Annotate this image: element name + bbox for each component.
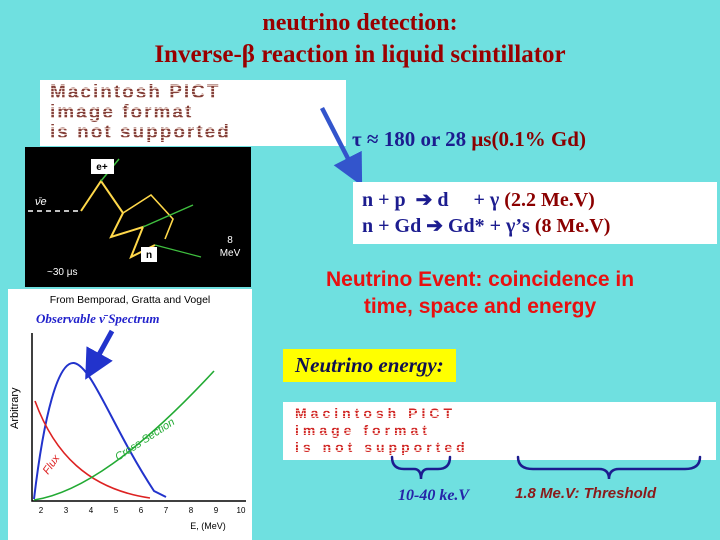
page-title: neutrino detection: Inverse-β reaction i… <box>0 8 720 71</box>
pict-bottom-line1: Macintosh PICT <box>295 405 704 422</box>
neutrino-energy-label: Neutrino energy: <box>283 349 456 382</box>
x-tick: 7 <box>164 506 169 515</box>
pict-placeholder-bottom: Macintosh PICT image format is not suppo… <box>283 402 716 460</box>
x-tick: 4 <box>89 506 94 515</box>
pict-bottom-line2: image format <box>295 422 704 439</box>
reaction-equations-box: n + p ➔ d + γ (2.2 Me.V) n + Gd ➔ Gd* + … <box>353 182 717 244</box>
reaction-line2-energy: (8 Me.V) <box>529 215 611 237</box>
energy-mev-label: MeV <box>220 248 241 259</box>
cross-section-label: Cross Section <box>113 416 177 463</box>
title-line1: neutrino detection: <box>262 10 458 36</box>
energy-8-label: 8 <box>227 235 233 246</box>
time-scale-label: ~30 μs <box>47 267 78 278</box>
reaction-line1-energy: (2.2 Me.V) <box>499 189 595 211</box>
capture-time-text: τ ≈ 180 or 28 μs(0.1% Gd) <box>352 127 586 152</box>
underbrace-icons <box>390 455 702 480</box>
pict-bottom-line3: is not supported <box>295 439 704 456</box>
event-diagram-svg: ν̄e e+ n ~30 μs 8 MeV <box>25 147 251 287</box>
x-tick: 3 <box>64 506 69 515</box>
spectrum-plot-image: From Bemporad, Gratta and Vogel Observab… <box>8 289 252 540</box>
reaction-line2: n + Gd ➔ Gd* + γ’s (8 Me.V) <box>362 213 708 239</box>
positron-label: e+ <box>96 162 108 173</box>
event-diagram-image: ν̄e e+ n ~30 μs 8 MeV <box>25 147 251 287</box>
x-tick: 5 <box>114 506 119 515</box>
spectrum-plot-svg: From Bemporad, Gratta and Vogel Observab… <box>9 294 246 531</box>
x-tick: 8 <box>189 506 194 515</box>
pict-top-line3: is not supported <box>50 123 336 143</box>
plot-credit: From Bemporad, Gratta and Vogel <box>50 294 211 306</box>
y-axis-label: Arbitrary <box>9 387 21 429</box>
kev-range-label: 10-40 ke.V <box>398 487 470 504</box>
x-tick: 9 <box>214 506 219 515</box>
reaction-line1: n + p ➔ d + γ (2.2 Me.V) <box>362 187 708 213</box>
pointer-arrow-icon <box>319 106 363 187</box>
reaction-line1-eq: n + p ➔ d + γ <box>362 189 500 211</box>
neutrino-event-line2: time, space and energy <box>363 295 597 318</box>
capture-time-blue: τ ≈ 180 or 28 <box>352 127 472 151</box>
pict-top-line2: image format <box>50 103 336 123</box>
x-axis-label: E, (MeV) <box>190 521 226 531</box>
neutrino-event-line1: Neutrino Event: coincidence in <box>325 268 635 291</box>
pict-top-line1: Macintosh PICT <box>50 83 336 103</box>
pict-placeholder-top: Macintosh PICT image format is not suppo… <box>40 80 346 146</box>
antineutrino-label: ν̄e <box>35 196 47 208</box>
x-tick: 6 <box>139 506 144 515</box>
observable-spectrum-label: Observable ν̄ Spectrum <box>36 311 159 326</box>
x-tick: 10 <box>237 506 246 515</box>
flux-label: Flux <box>41 452 63 476</box>
neutron-label: n <box>146 250 152 261</box>
capture-time-red: μs(0.1% Gd) <box>471 127 586 151</box>
reaction-line2-eq: n + Gd ➔ Gd* + γ’s <box>362 215 530 237</box>
threshold-label: 1.8 Me.V: Threshold <box>515 485 657 502</box>
neutrino-event-text: Neutrino Event: coincidence in time, spa… <box>260 266 700 320</box>
x-tick: 2 <box>39 506 44 515</box>
title-line2: Inverse-β reaction in liquid scintillato… <box>154 40 566 68</box>
